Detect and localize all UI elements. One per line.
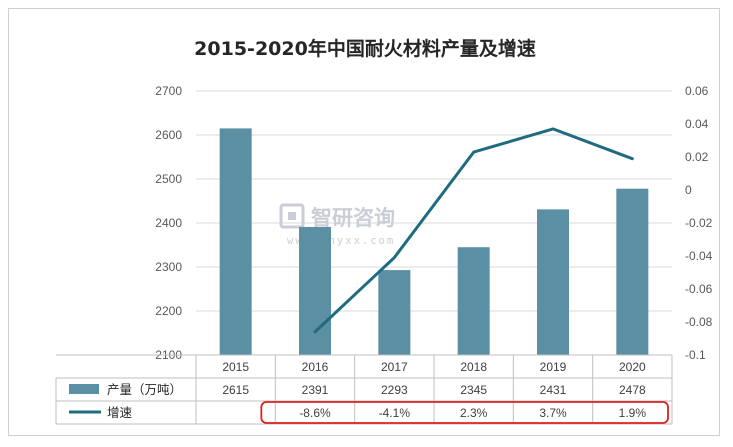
watermark-logo-icon: [279, 203, 305, 229]
y-right-tick-label: -0.06: [685, 282, 713, 296]
y-right-tick-label: 0.02: [685, 150, 709, 164]
data-label: 2293: [381, 383, 408, 397]
x-tick-label: 2018: [460, 360, 487, 374]
bar: [299, 226, 331, 355]
bar: [537, 209, 569, 355]
highlight-box: [260, 401, 669, 424]
chart-frame: 2015-2020年中国耐火材料产量及增速 2100 2200 2300 2400 250…: [8, 8, 720, 436]
y-left-tick-label: 2700: [155, 84, 182, 98]
x-tick-label: 2019: [540, 360, 567, 374]
bar: [457, 247, 490, 355]
y-right-tick-label: 0: [685, 183, 692, 197]
data-label: 2.3%: [460, 406, 488, 420]
watermark-logo-icon-inner: [288, 212, 296, 220]
y-left-tick-label: 2500: [155, 172, 182, 186]
data-label: -8.6%: [299, 406, 331, 420]
bar: [219, 128, 252, 355]
y-right-tick-label: 0.06: [685, 84, 709, 98]
x-tick-label: 2015: [222, 360, 249, 374]
legend-bar-key: [69, 384, 99, 394]
growth-line: [313, 127, 634, 334]
y-left-tick-label: 2600: [155, 128, 182, 142]
y-right-tick-label: -0.04: [685, 249, 713, 263]
watermark-text: 智研咨询: [311, 206, 395, 230]
legend-label-growth: 增速: [107, 405, 133, 420]
data-label: 2478: [619, 383, 646, 397]
x-tick-label: 2020: [619, 360, 646, 374]
data-label: 3.7%: [539, 406, 567, 420]
chart-canvas: 2015-2020年中国耐火材料产量及增速2100220023002400250…: [55, 37, 713, 425]
y-left-tick-label: 2400: [155, 216, 182, 230]
y-left-tick-label: 2300: [155, 260, 182, 274]
y-right-tick-label: 0.04: [685, 117, 709, 131]
bar: [616, 188, 649, 355]
data-label: -4.1%: [379, 406, 411, 420]
data-label: 2345: [460, 383, 487, 397]
x-tick-label: 2016: [302, 360, 329, 374]
data-label: 2391: [302, 383, 329, 397]
y-right-tick-label: -0.02: [685, 216, 713, 230]
legend-label-output: 产量（万吨）: [107, 382, 182, 397]
data-label: 1.9%: [619, 406, 647, 420]
data-label: 2431: [540, 383, 567, 397]
y-right-tick-label: -0.08: [685, 315, 713, 329]
y-right-tick-label: -0.1: [685, 348, 706, 362]
chart-title: 2015-2020年中国耐火材料产量及增速: [194, 37, 536, 60]
bar: [378, 270, 411, 355]
x-tick-label: 2017: [381, 360, 408, 374]
data-label: 2615: [222, 383, 249, 397]
y-left-tick-label: 2200: [155, 304, 182, 318]
